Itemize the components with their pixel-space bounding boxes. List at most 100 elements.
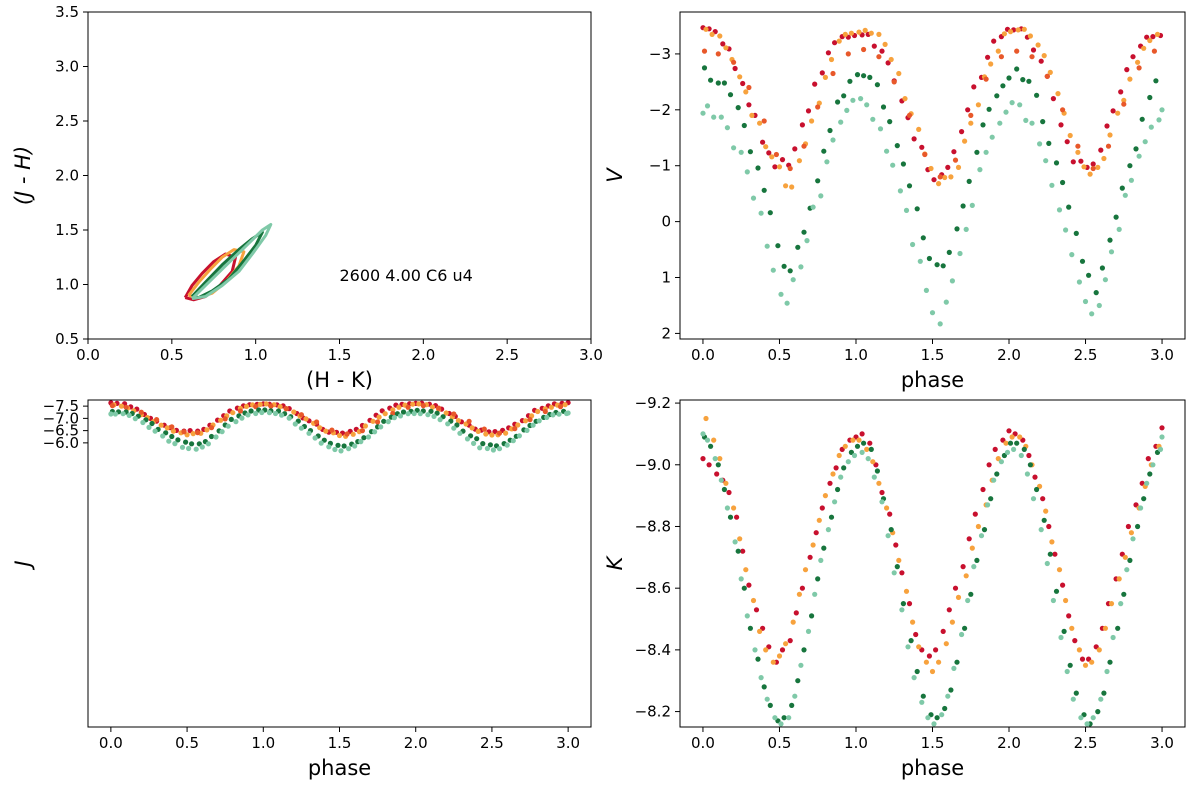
data-point bbox=[879, 499, 885, 505]
data-point bbox=[746, 582, 752, 588]
data-point bbox=[1125, 523, 1131, 530]
x-tick-label: 2.0 bbox=[997, 346, 1021, 364]
data-point bbox=[277, 404, 283, 410]
data-point bbox=[1127, 163, 1133, 169]
data-point bbox=[926, 255, 933, 262]
data-point bbox=[749, 112, 755, 118]
data-point bbox=[1144, 480, 1150, 486]
data-point bbox=[965, 107, 971, 113]
data-point bbox=[154, 417, 160, 423]
data-point bbox=[1079, 656, 1086, 662]
data-point bbox=[471, 440, 477, 446]
y-tick-label: −8.4 bbox=[635, 641, 671, 659]
data-point bbox=[1047, 69, 1053, 75]
data-point bbox=[767, 702, 773, 709]
data-point bbox=[352, 443, 358, 449]
data-point bbox=[123, 404, 129, 410]
data-point bbox=[1017, 434, 1023, 440]
data-point bbox=[170, 428, 176, 434]
data-point bbox=[721, 80, 728, 86]
data-point bbox=[1066, 204, 1072, 210]
data-point bbox=[835, 486, 841, 493]
data-point bbox=[1014, 440, 1020, 446]
data-point bbox=[496, 430, 503, 436]
data-point bbox=[484, 445, 490, 452]
data-point bbox=[1082, 662, 1089, 668]
data-point bbox=[1041, 517, 1047, 523]
data-point bbox=[968, 112, 974, 118]
data-point bbox=[888, 527, 894, 533]
data-point bbox=[997, 120, 1003, 126]
data-point bbox=[998, 459, 1005, 465]
data-point bbox=[718, 477, 724, 483]
data-point bbox=[962, 138, 968, 144]
data-point bbox=[1121, 97, 1127, 103]
data-point bbox=[132, 416, 138, 422]
data-point bbox=[253, 410, 259, 417]
data-point bbox=[544, 414, 550, 420]
data-point bbox=[166, 438, 172, 444]
plot-area bbox=[108, 400, 571, 454]
x-axis-label: phase bbox=[901, 368, 964, 392]
data-point bbox=[995, 48, 1001, 54]
x-tick-label: 1.5 bbox=[921, 734, 945, 752]
data-point bbox=[850, 97, 856, 103]
data-point bbox=[1142, 139, 1148, 145]
data-point bbox=[317, 425, 323, 431]
data-point bbox=[451, 425, 457, 431]
data-point bbox=[741, 585, 747, 591]
y-tick-label: −9.0 bbox=[635, 456, 671, 474]
data-point bbox=[815, 178, 821, 184]
data-point bbox=[778, 721, 784, 727]
data-point bbox=[787, 165, 793, 172]
data-point bbox=[562, 402, 568, 408]
data-point bbox=[715, 80, 721, 86]
series-darkred bbox=[700, 425, 1165, 665]
data-point bbox=[929, 668, 936, 675]
data-point bbox=[715, 51, 721, 57]
data-point bbox=[204, 427, 210, 433]
data-point bbox=[1076, 647, 1082, 653]
data-point bbox=[417, 411, 423, 417]
data-point bbox=[1107, 237, 1113, 243]
data-point bbox=[109, 403, 115, 409]
data-point bbox=[120, 411, 126, 417]
data-point bbox=[738, 149, 744, 155]
data-point bbox=[952, 585, 959, 591]
data-point bbox=[943, 641, 949, 647]
data-point bbox=[871, 43, 877, 49]
y-tick-label: −8.2 bbox=[635, 703, 671, 721]
data-point bbox=[190, 431, 196, 437]
data-point bbox=[781, 263, 787, 269]
data-point bbox=[864, 446, 870, 452]
data-point bbox=[503, 430, 509, 436]
y-axis-label: V bbox=[603, 167, 627, 183]
data-point bbox=[358, 439, 364, 445]
data-point bbox=[218, 417, 224, 423]
data-point bbox=[454, 422, 460, 428]
data-point bbox=[960, 564, 966, 570]
data-point bbox=[704, 437, 711, 443]
y-tick-label: 1.0 bbox=[55, 276, 79, 294]
data-point bbox=[969, 545, 975, 551]
data-point bbox=[827, 480, 833, 486]
data-point bbox=[922, 151, 928, 158]
data-point bbox=[510, 438, 516, 444]
data-point bbox=[701, 65, 708, 71]
data-point bbox=[464, 436, 471, 442]
x-tick-label: 1.5 bbox=[921, 346, 945, 364]
data-point bbox=[937, 174, 943, 180]
data-point bbox=[954, 659, 960, 665]
data-point bbox=[740, 548, 746, 554]
data-point bbox=[312, 435, 318, 441]
data-point bbox=[880, 104, 887, 110]
data-point bbox=[1081, 164, 1087, 170]
data-point bbox=[744, 613, 750, 619]
data-point bbox=[790, 619, 796, 625]
data-point bbox=[945, 164, 951, 170]
data-point bbox=[1108, 249, 1115, 255]
data-point bbox=[906, 601, 913, 607]
data-point bbox=[876, 31, 882, 37]
data-point bbox=[1096, 647, 1102, 653]
data-point bbox=[959, 631, 965, 638]
